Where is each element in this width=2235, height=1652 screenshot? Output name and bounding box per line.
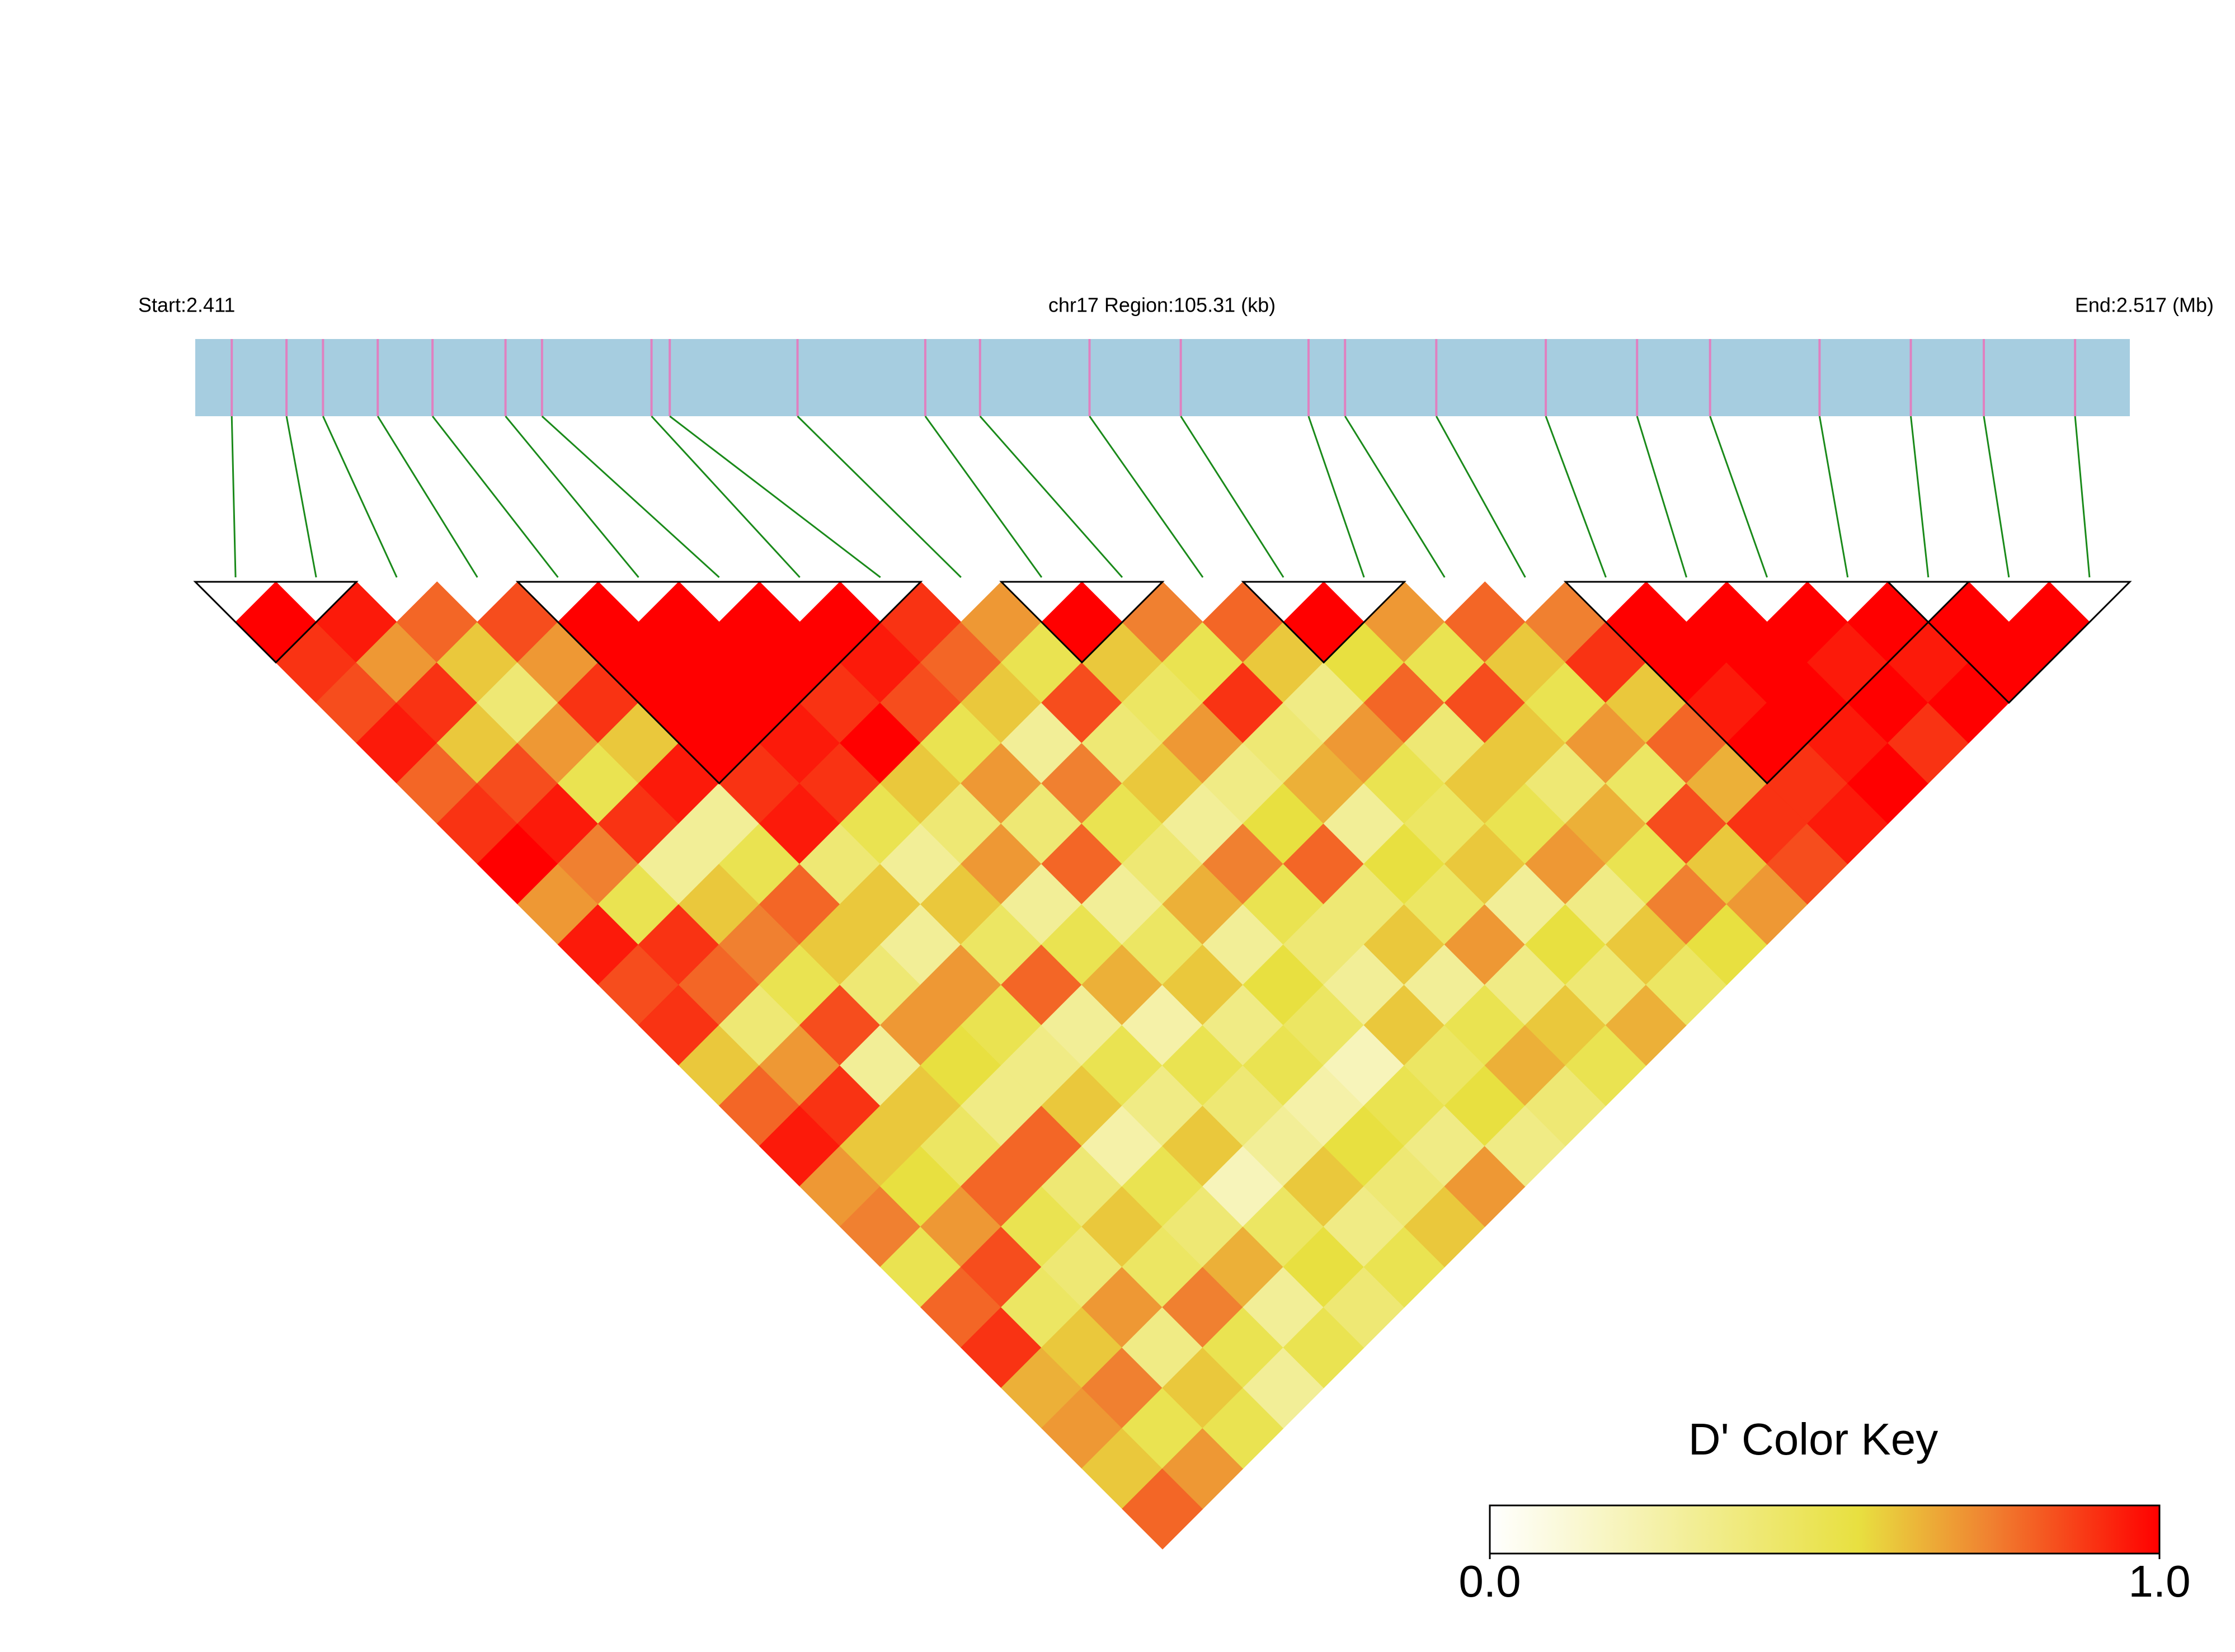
snp-link (651, 415, 801, 578)
snp-link (1344, 416, 1446, 578)
key-title: D' Color Key (1688, 1414, 1938, 1464)
color-key (1489, 1504, 2161, 1555)
snp-link (1910, 416, 1930, 578)
key-tick-label: 0.0 (1458, 1556, 1521, 1606)
snp-link (1983, 416, 2010, 578)
ld-block (193, 581, 359, 664)
ld-block (515, 581, 923, 785)
snp-link (2074, 416, 2091, 578)
snp-link (1436, 416, 1526, 578)
snp-link (322, 416, 398, 578)
end-label: End:2.517 (Mb) (2075, 294, 2214, 317)
ld-block (999, 581, 1165, 664)
snp-link (669, 415, 881, 578)
snp-link (1818, 416, 1849, 578)
snp-link (1636, 416, 1687, 578)
snp-link (924, 416, 1043, 578)
snp-link (431, 416, 559, 578)
ld-block (1563, 581, 1971, 785)
snp-link (1545, 416, 1607, 578)
snp-link (1180, 416, 1284, 578)
region-label: chr17 Region:105.31 (kb) (1048, 294, 1276, 317)
snp-link (505, 416, 639, 578)
ld-block (1886, 581, 2132, 704)
snp-link (979, 416, 1123, 578)
snp-link (230, 416, 237, 578)
snp-bar (195, 339, 2130, 416)
snp-link (1089, 416, 1204, 578)
snp-link (1307, 416, 1365, 578)
start-label: Start:2.411 (138, 294, 235, 317)
ld-block (1241, 581, 1406, 664)
snp-link (1709, 416, 1768, 578)
snp-link (285, 416, 317, 578)
snp-link (797, 415, 962, 578)
snp-link (541, 415, 720, 578)
snp-link (377, 416, 478, 578)
key-tick-label: 1.0 (2128, 1556, 2190, 1606)
